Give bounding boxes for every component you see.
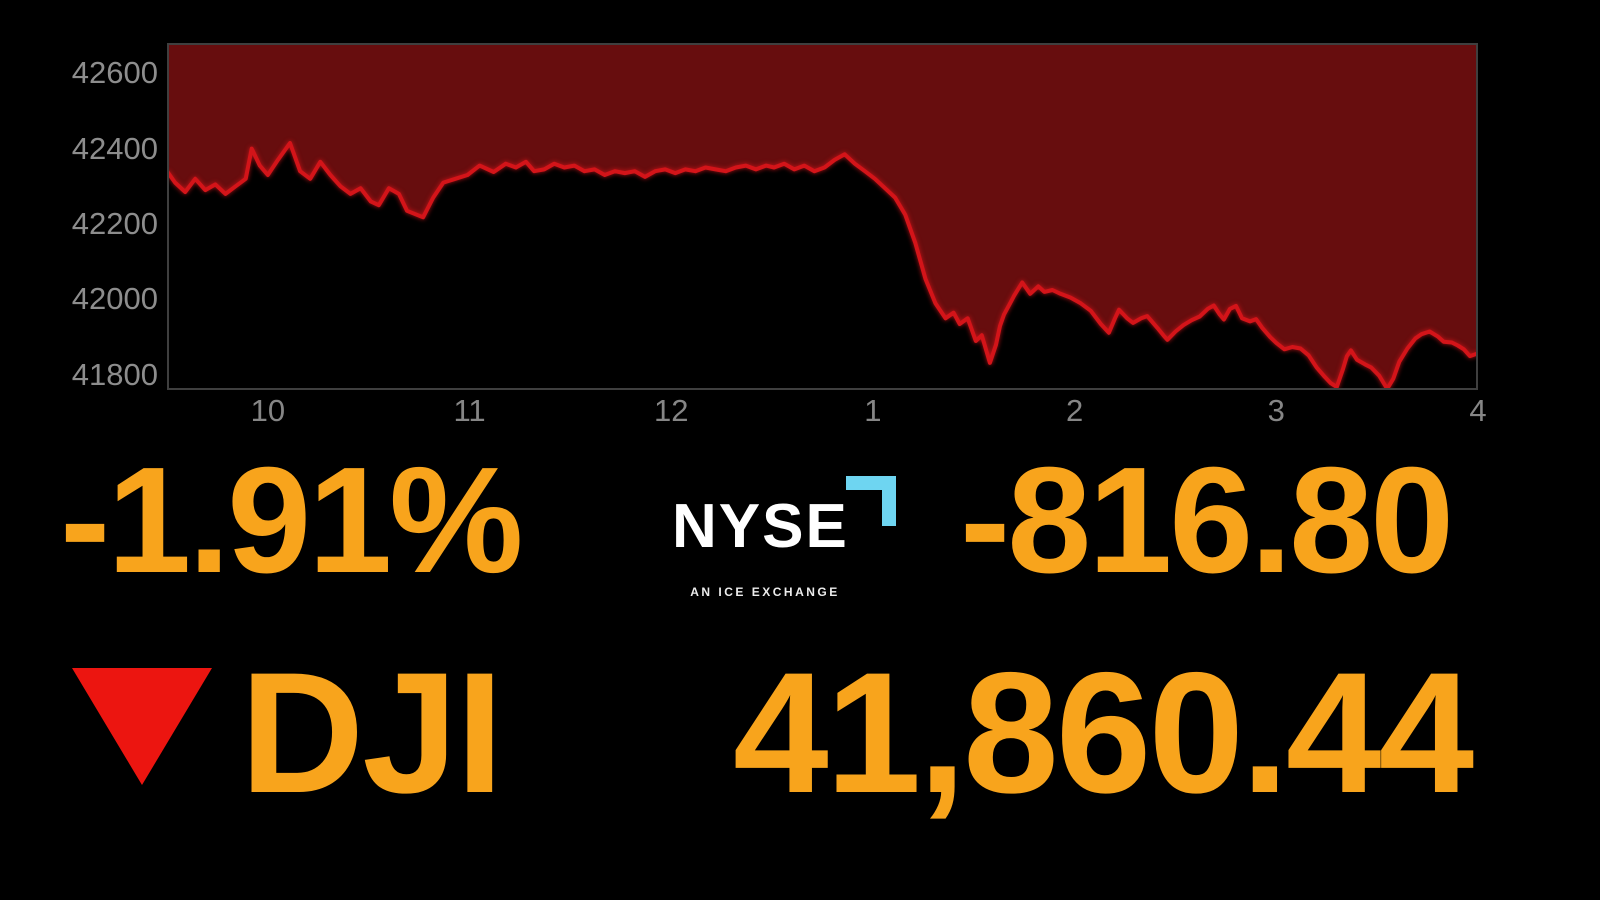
percent-change-value: -1.91% bbox=[60, 435, 523, 604]
x-axis-tick-label: 12 bbox=[653, 393, 689, 428]
nyse-corner-arrow-icon bbox=[846, 476, 896, 526]
index-symbol: DJI bbox=[240, 637, 504, 829]
nyse-logo: NYSE AN ICE EXCHANGE bbox=[672, 474, 902, 604]
y-axis-tick-label: 42000 bbox=[71, 281, 158, 317]
chart-plot-area bbox=[167, 43, 1478, 390]
x-axis-tick-label: 11 bbox=[453, 393, 486, 428]
y-axis-tick-label: 42200 bbox=[71, 206, 158, 242]
nyse-logo-text: NYSE bbox=[672, 492, 849, 561]
arrow-vertical-bar bbox=[882, 476, 896, 526]
x-axis-tick-label: 1 bbox=[864, 393, 882, 428]
x-axis-tick-label: 3 bbox=[1267, 393, 1285, 428]
x-axis-tick-label: 10 bbox=[250, 393, 286, 428]
points-change-value: -816.80 bbox=[960, 435, 1454, 604]
y-axis-tick-label: 42400 bbox=[71, 130, 158, 166]
y-axis-tick-label: 41800 bbox=[71, 356, 158, 392]
nyse-tagline: AN ICE EXCHANGE bbox=[690, 585, 840, 599]
price-area-fill bbox=[167, 43, 1478, 389]
plot-border bbox=[167, 43, 1478, 390]
x-axis-tick-label: 2 bbox=[1065, 393, 1084, 428]
price-line bbox=[167, 141, 1478, 390]
x-axis-tick-label: 4 bbox=[1469, 393, 1487, 428]
last-price-value: 41,860.44 bbox=[733, 637, 1474, 829]
down-arrow-icon bbox=[72, 668, 212, 785]
y-axis-tick-label: 42600 bbox=[71, 55, 158, 91]
